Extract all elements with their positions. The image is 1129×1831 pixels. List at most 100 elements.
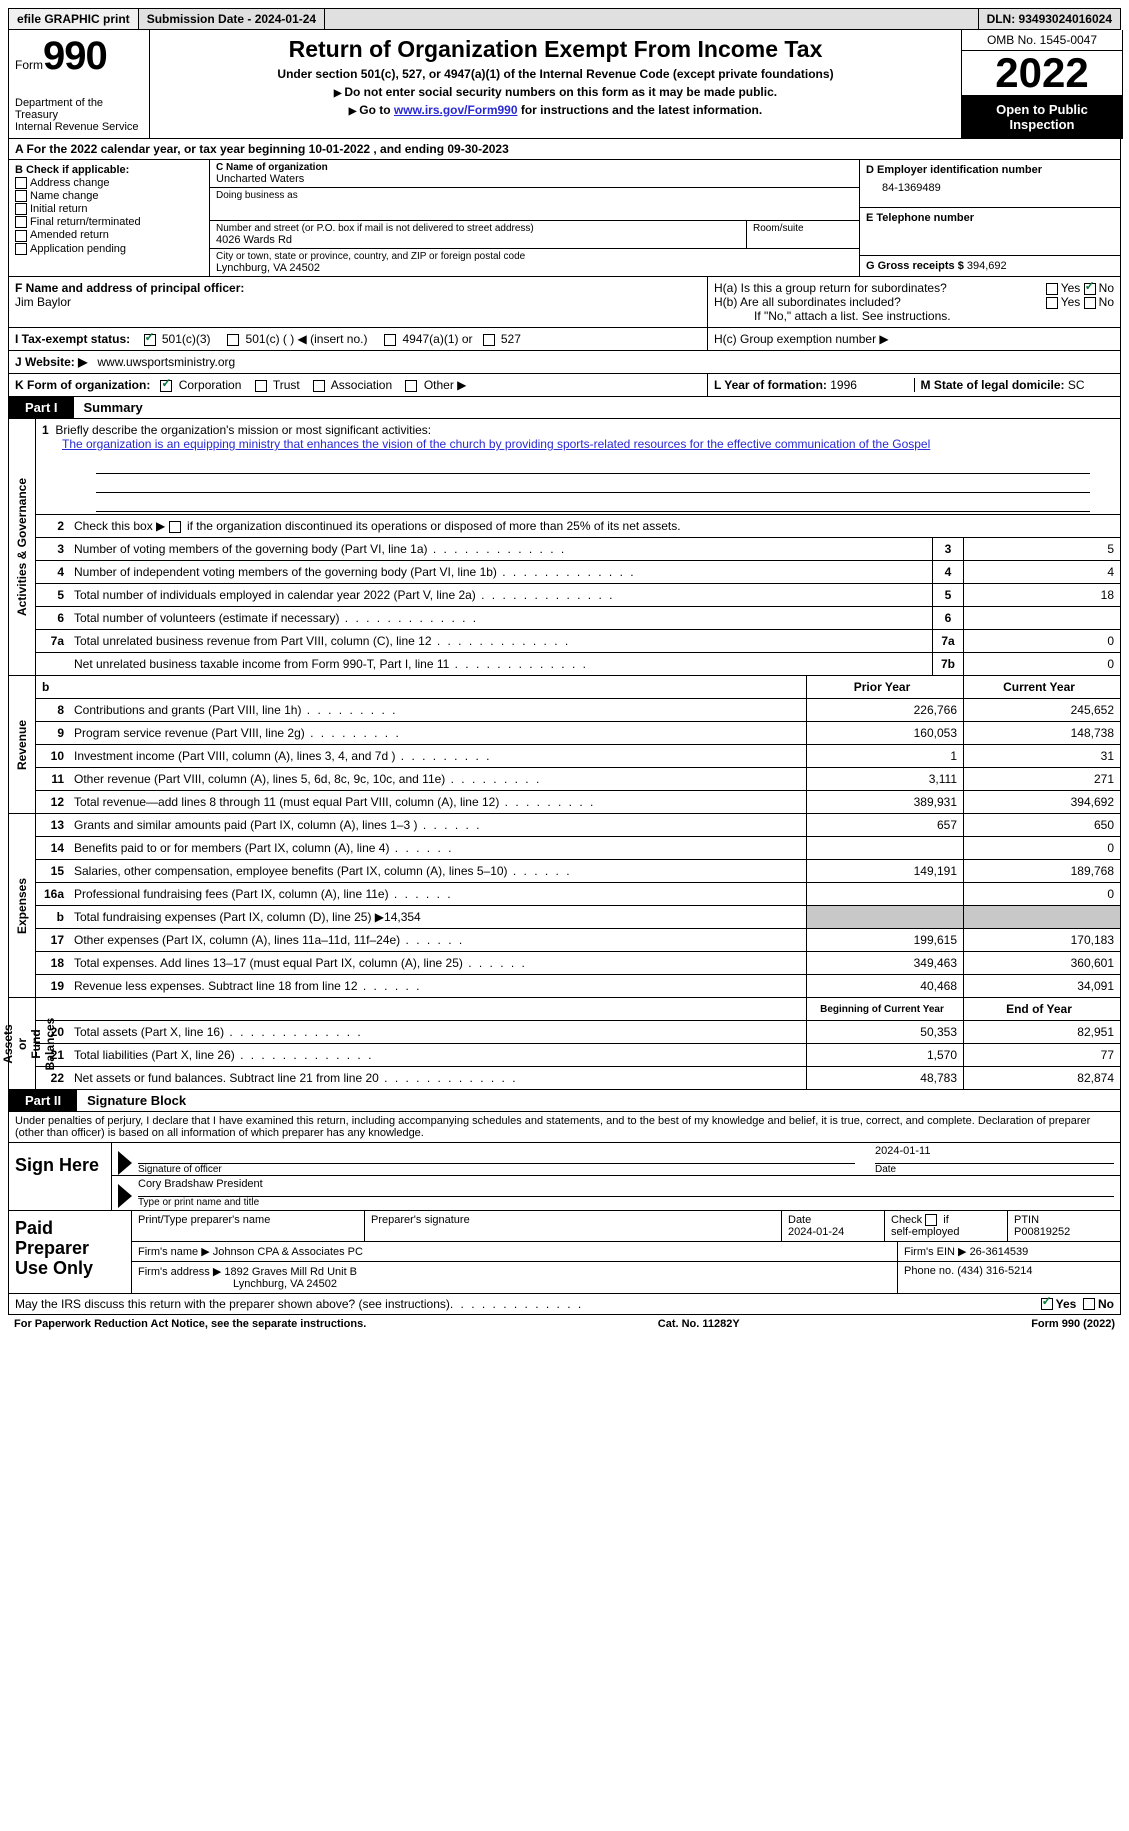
h-a-no[interactable] bbox=[1084, 283, 1096, 295]
part2-num: Part II bbox=[9, 1090, 77, 1111]
summary-row: 9Program service revenue (Part VIII, lin… bbox=[36, 722, 1120, 745]
summary-row: 21Total liabilities (Part X, line 26)1,5… bbox=[36, 1044, 1120, 1067]
firm-phone-label: Phone no. bbox=[904, 1265, 954, 1277]
ein-value: 84-1369489 bbox=[866, 176, 1114, 194]
chk-corp[interactable] bbox=[160, 380, 172, 392]
box-c: C Name of organization Uncharted Waters … bbox=[210, 160, 859, 276]
ptin: P00819252 bbox=[1014, 1226, 1114, 1238]
top-bar: efile GRAPHIC print Submission Date - 20… bbox=[8, 8, 1121, 30]
prep-date: 2024-01-24 bbox=[788, 1226, 878, 1238]
h-b-label: H(b) Are all subordinates included? bbox=[714, 295, 901, 309]
summary-row: 4Number of independent voting members of… bbox=[36, 561, 1120, 584]
year-formation-label: L Year of formation: bbox=[714, 378, 830, 392]
h-c-label: H(c) Group exemption number ▶ bbox=[714, 332, 889, 346]
firm-addr: 1892 Graves Mill Rd Unit B bbox=[224, 1266, 357, 1278]
side-exp: Expenses bbox=[9, 814, 36, 997]
chk-527[interactable] bbox=[483, 334, 495, 346]
firm-phone: (434) 316-5214 bbox=[957, 1265, 1032, 1277]
form-org-label: K Form of organization: bbox=[15, 378, 150, 392]
lbl-assoc: Association bbox=[331, 378, 392, 392]
entity-block: B Check if applicable: Address change Na… bbox=[8, 160, 1121, 277]
chk-assoc[interactable] bbox=[313, 380, 325, 392]
paid-preparer-block: Paid Preparer Use Only Print/Type prepar… bbox=[8, 1211, 1121, 1294]
gross-receipts-label: G Gross receipts $ bbox=[866, 260, 964, 272]
lbl-other: Other ▶ bbox=[424, 378, 467, 392]
street-address: 4026 Wards Rd bbox=[216, 234, 740, 246]
chk-final-return[interactable] bbox=[15, 216, 27, 228]
col-current-year: Current Year bbox=[963, 676, 1120, 698]
chk-app-pending[interactable] bbox=[15, 243, 27, 255]
row-k-l-m: K Form of organization: Corporation Trus… bbox=[8, 374, 1121, 397]
chk-discontinued[interactable] bbox=[169, 521, 181, 533]
prep-name-label: Print/Type preparer's name bbox=[138, 1214, 358, 1226]
h-a-yes[interactable] bbox=[1046, 283, 1058, 295]
firm-ein-label: Firm's EIN ▶ bbox=[904, 1246, 967, 1258]
summary-row: 15Salaries, other compensation, employee… bbox=[36, 860, 1120, 883]
part1-header: Part I Summary bbox=[8, 397, 1121, 419]
entity-right: D Employer identification number 84-1369… bbox=[859, 160, 1120, 276]
chk-self-employed[interactable] bbox=[925, 1214, 937, 1226]
firm-name-label: Firm's name ▶ bbox=[138, 1246, 210, 1258]
topbar-spacer bbox=[325, 8, 978, 30]
irs-link[interactable]: www.irs.gov/Form990 bbox=[394, 103, 518, 117]
lbl-trust: Trust bbox=[273, 378, 300, 392]
summary-row: 7aTotal unrelated business revenue from … bbox=[36, 630, 1120, 653]
ptin-label: PTIN bbox=[1014, 1214, 1114, 1226]
lbl-corp: Corporation bbox=[179, 378, 242, 392]
chk-501c3[interactable] bbox=[144, 334, 156, 346]
part1-title: Summary bbox=[74, 397, 153, 418]
summary-row: 16aProfessional fundraising fees (Part I… bbox=[36, 883, 1120, 906]
principal-officer: Jim Baylor bbox=[15, 295, 701, 309]
form-header: Form990 Department of the Treasury Inter… bbox=[8, 30, 1123, 139]
ein-label: D Employer identification number bbox=[866, 164, 1114, 176]
row-j: J Website: ▶ www.uwsportsministry.org bbox=[8, 351, 1121, 374]
chk-other[interactable] bbox=[405, 380, 417, 392]
chk-4947[interactable] bbox=[384, 334, 396, 346]
lbl-app-pending: Application pending bbox=[30, 243, 126, 255]
summary-row: Net unrelated business taxable income fr… bbox=[36, 653, 1120, 675]
lbl-initial-return: Initial return bbox=[30, 203, 87, 215]
sig-arrow-icon bbox=[118, 1184, 132, 1208]
paid-preparer-label: Paid Preparer Use Only bbox=[9, 1211, 132, 1293]
summary-revenue: Revenue b Prior Year Current Year 8Contr… bbox=[8, 676, 1121, 814]
h-b-no[interactable] bbox=[1084, 297, 1096, 309]
discuss-no[interactable] bbox=[1083, 1298, 1095, 1310]
summary-row: 10Investment income (Part VIII, column (… bbox=[36, 745, 1120, 768]
summary-row: 3Number of voting members of the governi… bbox=[36, 538, 1120, 561]
summary-row: 14Benefits paid to or for members (Part … bbox=[36, 837, 1120, 860]
firm-addr-label: Firm's address ▶ bbox=[138, 1266, 221, 1278]
mission-text: The organization is an equipping ministr… bbox=[62, 437, 930, 451]
room-label: Room/suite bbox=[753, 223, 853, 234]
discuss-yes[interactable] bbox=[1041, 1298, 1053, 1310]
header-left: Form990 Department of the Treasury Inter… bbox=[9, 30, 150, 138]
h-b-yes[interactable] bbox=[1046, 297, 1058, 309]
gross-receipts-value: 394,692 bbox=[967, 260, 1007, 272]
tax-exempt-label: I Tax-exempt status: bbox=[15, 332, 130, 346]
submission-date: Submission Date - 2024-01-24 bbox=[139, 8, 325, 30]
chk-address-change[interactable] bbox=[15, 177, 27, 189]
chk-initial-return[interactable] bbox=[15, 203, 27, 215]
header-mid: Return of Organization Exempt From Incom… bbox=[150, 30, 961, 138]
row-i-hc: I Tax-exempt status: 501(c)(3) 501(c) ( … bbox=[8, 328, 1121, 351]
h-a-label: H(a) Is this a group return for subordin… bbox=[714, 281, 947, 295]
chk-501c[interactable] bbox=[227, 334, 239, 346]
website-value: www.uwsportsministry.org bbox=[97, 355, 235, 369]
firm-city: Lynchburg, VA 24502 bbox=[233, 1278, 337, 1290]
chk-name-change[interactable] bbox=[15, 190, 27, 202]
summary-row: 17Other expenses (Part IX, column (A), l… bbox=[36, 929, 1120, 952]
org-name: Uncharted Waters bbox=[216, 173, 853, 185]
summary-row: 20Total assets (Part X, line 16)50,35382… bbox=[36, 1021, 1120, 1044]
footer: For Paperwork Reduction Act Notice, see … bbox=[8, 1315, 1121, 1333]
sign-here-label: Sign Here bbox=[9, 1143, 112, 1210]
signature-block: Under penalties of perjury, I declare th… bbox=[8, 1112, 1121, 1211]
chk-trust[interactable] bbox=[255, 380, 267, 392]
prep-sig-label: Preparer's signature bbox=[371, 1214, 775, 1226]
col-prior-year: Prior Year bbox=[806, 676, 963, 698]
line1: 1 Briefly describe the organization's mi… bbox=[36, 419, 1120, 455]
lbl-501c3: 501(c)(3) bbox=[162, 332, 211, 346]
efile-print-button[interactable]: efile GRAPHIC print bbox=[8, 8, 139, 30]
row-f-h: F Name and address of principal officer:… bbox=[8, 277, 1121, 328]
state-domicile: SC bbox=[1068, 378, 1085, 392]
state-domicile-label: M State of legal domicile: bbox=[921, 378, 1068, 392]
chk-amended[interactable] bbox=[15, 230, 27, 242]
